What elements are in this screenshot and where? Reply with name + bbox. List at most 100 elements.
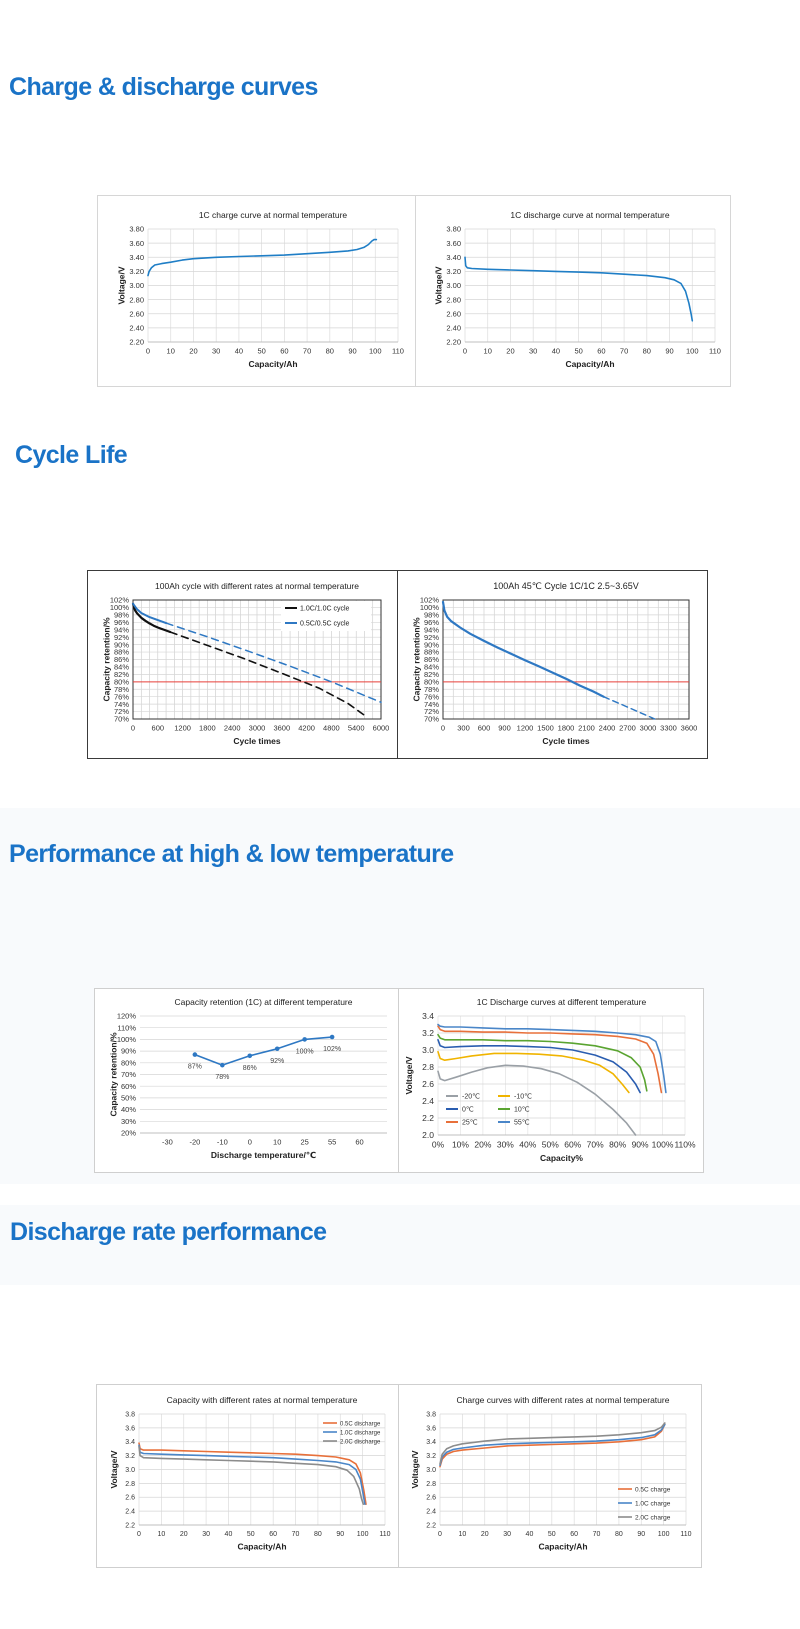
x-axis-label: Capacity% — [540, 1153, 583, 1163]
x-tick-label: 60% — [564, 1140, 581, 1150]
y-tick-label: 40% — [121, 1105, 136, 1114]
y-tick-label: 80% — [424, 677, 439, 686]
y-tick-label: 2.40 — [129, 324, 144, 333]
y-axis-label: Voltage/V — [410, 1450, 420, 1488]
y-tick-label: 100% — [110, 603, 130, 612]
y-tick-label: 3.2 — [125, 1453, 135, 1460]
x-tick-label: 55 — [328, 1138, 336, 1147]
x-tick-label: 90 — [336, 1531, 344, 1538]
chart-1c-discharge: 2.20 2.40 2.60 2.80 3.00 3.20 3.40 3.60 3.80 0 10 2… — [434, 210, 721, 369]
figure-divider — [397, 571, 398, 758]
y-tick-label: 96% — [114, 618, 129, 627]
x-tick-label: 2700 — [619, 724, 636, 733]
x-tick-label: 5400 — [348, 724, 365, 733]
x-tick-label: 100 — [357, 1531, 369, 1538]
y-tick-label: 3.0 — [426, 1467, 436, 1474]
x-tick-label: 90 — [637, 1531, 645, 1538]
x-tick-label: 3000 — [249, 724, 266, 733]
y-tick-label: 72% — [114, 707, 129, 716]
y-tick-label: 3.00 — [129, 281, 144, 290]
series-line — [439, 1423, 666, 1468]
x-tick-label: 80 — [615, 1531, 623, 1538]
x-axis-label: Capacity/Ah — [248, 359, 297, 369]
legend-label: 25℃ — [462, 1120, 478, 1127]
y-tick-label: 82% — [114, 670, 129, 679]
section-title-temperature-performance: Performance at high & low temperature — [9, 840, 454, 868]
series-line — [437, 1033, 648, 1092]
y-tick-label: 96% — [424, 618, 439, 627]
charge-discharge-figure — [97, 195, 731, 387]
legend-label: 1.0C discharge — [340, 1430, 381, 1436]
cycle-life-figure — [87, 570, 708, 759]
y-tick-label: 100% — [420, 603, 440, 612]
x-tick-label: 50 — [247, 1531, 255, 1538]
legend-label: 0.5C charge — [635, 1486, 671, 1493]
x-tick-label: 60 — [280, 347, 288, 356]
x-tick-label: 90% — [632, 1140, 649, 1150]
data-point — [302, 1037, 307, 1042]
chart-title: 1C Discharge curves at different tempera… — [477, 997, 647, 1007]
x-tick-label: 50 — [257, 347, 265, 356]
x-tick-label: 40 — [235, 347, 243, 356]
y-axis-label: Voltage/V — [117, 266, 127, 304]
legend-label: 0.5C discharge — [340, 1421, 381, 1427]
x-tick-label: 80 — [326, 347, 334, 356]
x-tick-label: 2100 — [578, 724, 595, 733]
x-tick-label: 40 — [552, 347, 560, 356]
series-line — [602, 695, 656, 720]
y-tick-label: 3.60 — [446, 239, 461, 248]
y-tick-label: 2.4 — [426, 1509, 436, 1516]
x-tick-label: 70 — [593, 1531, 601, 1538]
legend-label: 1.0C/1.0C cycle — [300, 606, 350, 613]
y-axis-label: Capacity retention/% — [109, 1032, 119, 1117]
series-line — [165, 622, 382, 704]
y-tick-label: 2.4 — [125, 1509, 135, 1516]
y-tick-label: 92% — [114, 633, 129, 642]
y-tick-label: 92% — [424, 633, 439, 642]
y-tick-label: 2.2 — [125, 1522, 135, 1529]
x-tick-label: 10 — [484, 347, 492, 356]
data-point — [329, 1034, 335, 1040]
legend-label: -10℃ — [514, 1094, 532, 1101]
x-tick-label: 110 — [392, 347, 404, 356]
chart-discharge-temperature: 2.0 2.2 2.4 2.6 2.8 3.0 3.2 3.4 0% 10% 20% 30% 40% 50… — [404, 997, 696, 1163]
y-tick-label: 102% — [420, 596, 440, 605]
y-tick-label: 70% — [424, 715, 439, 724]
x-tick-label: 10 — [157, 1531, 165, 1538]
y-tick-label: 82% — [424, 670, 439, 679]
x-tick-label: 2400 — [224, 724, 241, 733]
x-tick-label: 110 — [680, 1531, 691, 1538]
y-tick-label: 3.00 — [446, 281, 461, 290]
x-tick-label: 40 — [225, 1531, 233, 1538]
series-line — [138, 1445, 365, 1505]
x-axis-label: Capacity/Ah — [538, 1542, 587, 1552]
x-tick-label: 3000 — [640, 724, 657, 733]
data-point — [220, 1062, 225, 1068]
chart-title: Capacity retention (1C) at different tem… — [175, 997, 353, 1007]
y-tick-label: 3.60 — [129, 239, 144, 248]
x-tick-label: 30 — [202, 1531, 210, 1538]
y-axis-label: Capacity retention/% — [102, 617, 112, 702]
y-tick-label: 86% — [114, 655, 129, 664]
y-axis-label: Capacity retention/% — [412, 617, 422, 702]
x-tick-label: 1500 — [537, 724, 554, 733]
x-tick-label: 1800 — [199, 724, 216, 733]
data-label: 87% — [188, 1064, 202, 1071]
y-tick-label: 2.2 — [426, 1522, 436, 1529]
y-tick-label: 102% — [110, 596, 130, 605]
x-tick-label: 0 — [146, 347, 150, 356]
y-tick-label: 60% — [121, 1082, 136, 1091]
x-tick-label: 0 — [248, 1138, 252, 1147]
x-tick-label: 100 — [369, 347, 382, 356]
section-title-charge-discharge: Charge & discharge curves — [9, 73, 318, 101]
y-axis-label: Voltage/V — [434, 266, 444, 304]
y-tick-label: 3.40 — [446, 253, 461, 262]
x-tick-label: 300 — [457, 724, 470, 733]
data-point — [274, 1046, 280, 1052]
x-tick-label: 40% — [519, 1140, 536, 1150]
y-tick-label: 88% — [424, 648, 439, 657]
legend-label: 55℃ — [514, 1120, 530, 1127]
data-label: 102% — [323, 1046, 341, 1053]
plot-frame — [132, 599, 382, 720]
x-tick-label: 1200 — [174, 724, 191, 733]
